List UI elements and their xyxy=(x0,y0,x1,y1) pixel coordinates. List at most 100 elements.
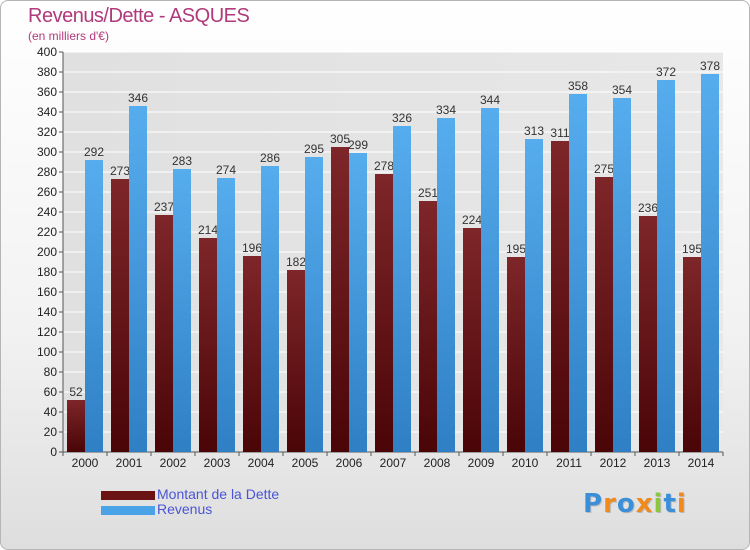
data-label-revenus: 292 xyxy=(84,145,104,159)
bar-revenus xyxy=(657,80,675,452)
data-label-dette: 224 xyxy=(462,213,482,227)
y-tick-label: 80 xyxy=(44,365,58,379)
bar-revenus xyxy=(173,169,191,452)
bar-revenus xyxy=(349,153,367,452)
x-tick-label: 2004 xyxy=(248,456,275,470)
bar-dette xyxy=(243,256,261,452)
x-tick-label: 2010 xyxy=(512,456,539,470)
bar-revenus xyxy=(261,166,279,452)
data-label-dette: 273 xyxy=(110,164,130,178)
bar-dette xyxy=(419,201,437,452)
y-tick-label: 60 xyxy=(44,385,58,399)
data-label-dette: 278 xyxy=(374,159,394,173)
bar-revenus xyxy=(85,160,103,452)
data-label-dette: 195 xyxy=(506,242,526,256)
bar-revenus xyxy=(393,126,411,452)
data-label-dette: 195 xyxy=(682,242,702,256)
data-label-dette: 214 xyxy=(198,223,218,237)
bar-revenus xyxy=(569,94,587,452)
data-label-revenus: 295 xyxy=(304,142,324,156)
x-tick-label: 2011 xyxy=(556,456,582,470)
data-label-revenus: 346 xyxy=(128,91,148,105)
y-tick-label: 400 xyxy=(37,45,57,59)
logo-letter: i xyxy=(676,489,687,519)
data-label-dette: 275 xyxy=(594,162,614,176)
x-tick-label: 2014 xyxy=(688,456,715,470)
x-tick-label: 2002 xyxy=(160,456,187,470)
logo-letter: t xyxy=(663,489,677,519)
bar-dette xyxy=(551,141,569,452)
bar-dette xyxy=(375,174,393,452)
y-tick-label: 200 xyxy=(37,245,57,259)
data-label-dette: 237 xyxy=(154,200,174,214)
bar-revenus xyxy=(525,139,543,452)
y-tick-label: 320 xyxy=(37,125,57,139)
y-tick-label: 20 xyxy=(44,425,58,439)
y-tick-label: 40 xyxy=(44,405,58,419)
data-label-revenus: 313 xyxy=(524,124,544,138)
bar-dette xyxy=(199,238,217,452)
bar-dette xyxy=(595,177,613,452)
bar-revenus xyxy=(613,98,631,452)
logo-letter: P xyxy=(583,489,604,519)
legend-swatch-dette xyxy=(101,491,155,500)
data-label-dette: 305 xyxy=(330,132,350,146)
x-tick-label: 2007 xyxy=(380,456,407,470)
data-label-revenus: 283 xyxy=(172,154,192,168)
y-tick-label: 340 xyxy=(37,105,57,119)
data-label-revenus: 286 xyxy=(260,151,280,165)
chart-title: Revenus/Dette - ASQUES xyxy=(28,5,250,27)
x-tick-label: 2008 xyxy=(424,456,451,470)
proxiti-logo: Proxiti xyxy=(583,489,687,519)
data-label-revenus: 372 xyxy=(656,65,676,79)
x-tick-label: 2000 xyxy=(72,456,99,470)
y-tick-label: 120 xyxy=(37,325,57,339)
legend-label-dette: Montant de la Dette xyxy=(157,486,280,502)
data-label-revenus: 358 xyxy=(568,79,588,93)
legend-label-revenus: Revenus xyxy=(157,501,213,517)
data-label-revenus: 299 xyxy=(348,138,368,152)
data-label-revenus: 274 xyxy=(216,163,236,177)
x-tick-label: 2006 xyxy=(336,456,363,470)
bar-revenus xyxy=(217,178,235,452)
bar-dette xyxy=(463,228,481,452)
x-tick-label: 2013 xyxy=(644,456,671,470)
y-tick-label: 360 xyxy=(37,85,57,99)
data-label-revenus: 354 xyxy=(612,83,632,97)
logo-letter: r xyxy=(603,489,617,519)
bar-dette xyxy=(639,216,657,452)
y-tick-label: 220 xyxy=(37,225,57,239)
chart-subtitle: (en milliers d'€) xyxy=(28,29,109,43)
y-tick-label: 280 xyxy=(37,165,57,179)
x-tick-label: 2001 xyxy=(116,456,143,470)
bar-revenus xyxy=(437,118,455,452)
bar-dette xyxy=(155,215,173,452)
logo-letter: i xyxy=(653,489,664,519)
bar-dette xyxy=(287,270,305,452)
y-tick-label: 180 xyxy=(37,265,57,279)
y-tick-label: 300 xyxy=(37,145,57,159)
bar-dette xyxy=(683,257,701,452)
y-tick-label: 380 xyxy=(37,65,57,79)
data-label-dette: 236 xyxy=(638,201,658,215)
y-tick-label: 260 xyxy=(37,185,57,199)
y-tick-label: 140 xyxy=(37,305,57,319)
bar-dette xyxy=(507,257,525,452)
data-label-revenus: 378 xyxy=(700,59,720,73)
data-label-revenus: 334 xyxy=(436,103,456,117)
data-label-dette: 182 xyxy=(286,255,306,269)
data-label-revenus: 326 xyxy=(392,111,412,125)
logo-letter: x xyxy=(635,489,654,519)
bar-revenus xyxy=(129,106,147,452)
logo-letter: o xyxy=(616,489,636,519)
bar-dette xyxy=(67,400,85,452)
x-tick-label: 2005 xyxy=(292,456,319,470)
x-tick-label: 2003 xyxy=(204,456,231,470)
bar-revenus xyxy=(305,157,323,452)
y-tick-label: 160 xyxy=(37,285,57,299)
y-tick-label: 240 xyxy=(37,205,57,219)
bar-revenus xyxy=(481,108,499,452)
legend-swatch-revenus xyxy=(101,506,155,515)
